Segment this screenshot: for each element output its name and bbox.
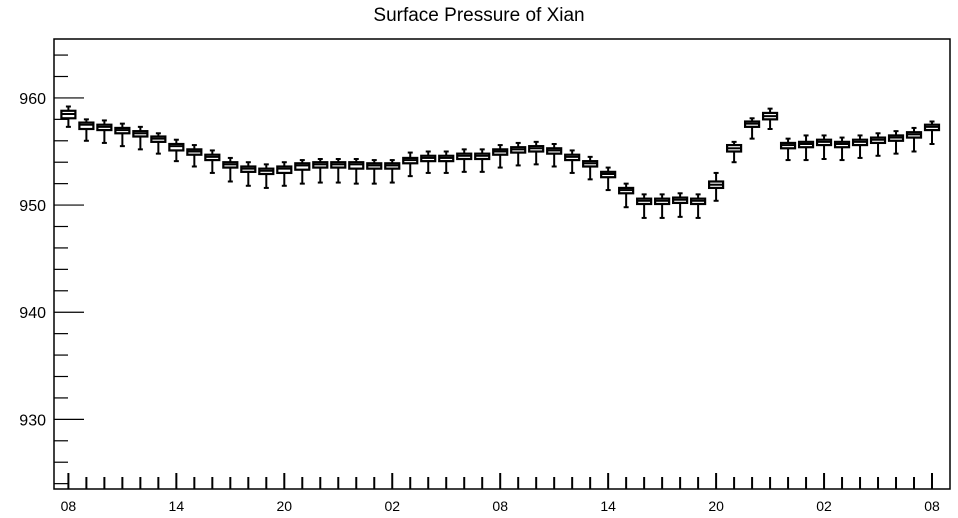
box-plot-mark <box>294 159 311 185</box>
box-iqr <box>294 162 311 171</box>
box-plot-mark <box>384 159 401 184</box>
y-axis: 930 940 950 960 <box>19 54 84 485</box>
box-plot-mark <box>851 134 869 159</box>
box-iqr <box>168 142 185 152</box>
box-plot-mark <box>815 134 833 160</box>
x-axis: 08 14 20 02 08 14 20 02 08 <box>61 473 940 514</box>
plot-frame <box>53 38 951 490</box>
box-plot-mark <box>869 132 887 157</box>
x-tick-label: 08 <box>924 498 940 514</box>
x-tick-label: 08 <box>61 498 77 514</box>
box-plot-mark <box>150 132 167 155</box>
box-plot-mark <box>60 105 77 128</box>
box-plot-mark <box>761 107 779 130</box>
box-plot-mark <box>600 166 617 192</box>
box-plot-mark <box>456 148 473 173</box>
chart-title: Surface Pressure of Xian <box>373 5 585 26</box>
box-plot-mark <box>240 161 257 187</box>
box-iqr <box>78 121 95 131</box>
box-plot-mark <box>366 159 383 185</box>
x-tick-label: 02 <box>384 498 400 514</box>
box-plot-mark <box>797 134 815 162</box>
x-tick-label: 20 <box>708 498 724 514</box>
y-tick-label: 940 <box>19 305 46 322</box>
box-series <box>60 105 941 219</box>
x-tick-label: 02 <box>816 498 832 514</box>
box-plot-mark <box>636 193 653 219</box>
box-plot-mark <box>204 149 221 174</box>
box-plot-mark <box>276 161 293 187</box>
box-plot-mark <box>402 151 419 178</box>
box-plot-mark <box>743 117 761 140</box>
box-plot-mark <box>510 141 527 167</box>
box-plot-mark <box>312 158 329 184</box>
y-tick-label: 950 <box>19 198 46 215</box>
box-plot-mark <box>618 182 635 209</box>
box-plot-mark <box>114 122 131 148</box>
box-plot-mark <box>96 119 113 144</box>
box-plot-mark <box>222 156 239 183</box>
box-plot-mark <box>564 149 581 174</box>
box-iqr <box>276 165 293 175</box>
box-plot-mark <box>779 137 797 162</box>
box-plot-mark <box>546 143 563 168</box>
box-plot-mark <box>258 163 275 189</box>
box-plot-mark <box>690 193 707 219</box>
box-plot-mark <box>330 158 347 184</box>
x-tick-label: 20 <box>277 498 293 514</box>
box-plot-mark <box>923 120 941 145</box>
box-plot-mark <box>833 136 851 162</box>
box-plot-mark <box>582 155 599 181</box>
box-plot-mark <box>168 138 185 163</box>
x-tick-label: 08 <box>492 498 508 514</box>
box-plot-mark <box>78 118 95 142</box>
box-plot-mark <box>887 130 905 155</box>
box-plot-mark <box>474 148 491 173</box>
box-plot-mark <box>654 193 671 219</box>
box-iqr <box>348 161 365 170</box>
box-plot-mark <box>186 144 203 168</box>
box-plot-mark <box>438 150 455 174</box>
y-tick-label: 930 <box>19 412 46 429</box>
box-plot-mark <box>672 192 689 218</box>
y-tick-label: 960 <box>19 91 46 108</box>
box-plot-mark <box>905 126 923 153</box>
box-plot-mark <box>132 125 149 151</box>
box-plot-mark <box>725 140 743 164</box>
x-tick-label: 14 <box>169 498 185 514</box>
box-plot-mark <box>708 171 725 202</box>
box-plot-mark <box>528 140 545 166</box>
x-tick-label: 14 <box>600 498 616 514</box>
box-plot-mark <box>492 144 509 169</box>
box-plot-mark <box>420 150 437 174</box>
box-plot-mark <box>348 158 365 185</box>
